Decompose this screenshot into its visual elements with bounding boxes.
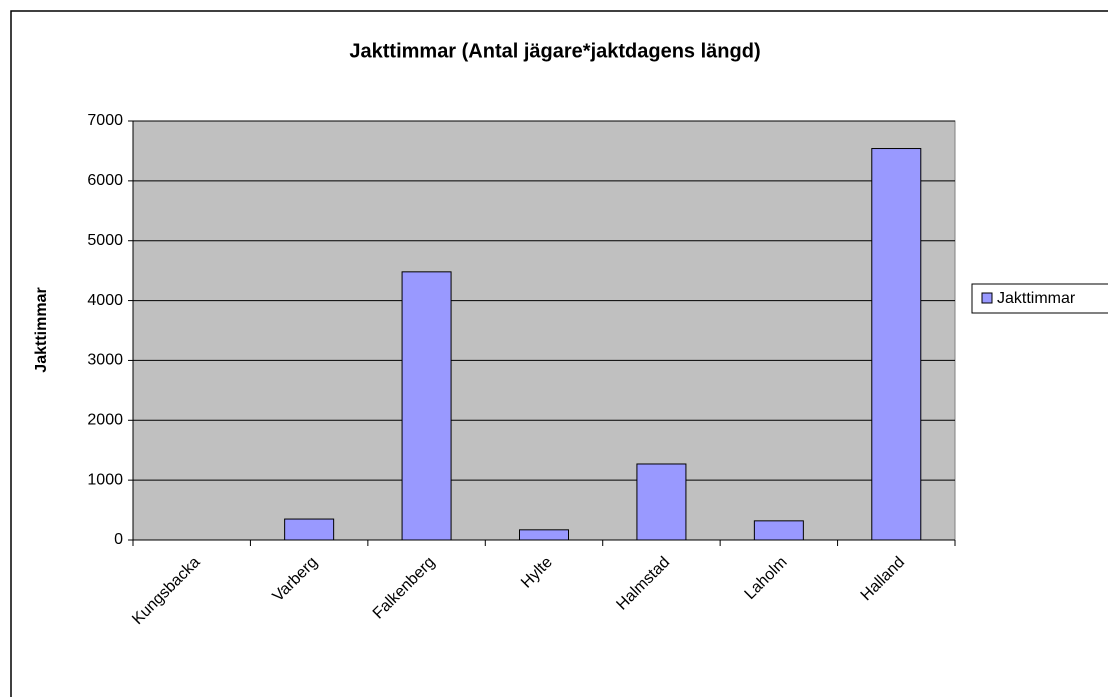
y-tick-label: 4000: [87, 292, 123, 309]
y-tick-label: 5000: [87, 232, 123, 249]
y-axis-label: Jakttimmar: [33, 287, 50, 372]
y-tick-label: 2000: [87, 412, 123, 429]
y-tick-label: 1000: [87, 471, 123, 488]
legend-label: Jakttimmar: [997, 290, 1076, 307]
y-tick-label: 6000: [87, 172, 123, 189]
bar: [284, 518, 335, 541]
plot-area: [132, 120, 956, 541]
chart-title: Jakttimmar (Antal jägare*jaktdagens läng…: [349, 40, 760, 62]
bar: [401, 271, 452, 541]
legend-swatch: [981, 292, 993, 304]
y-tick-label: 7000: [87, 112, 123, 129]
legend-box: [971, 283, 1108, 314]
bar: [519, 529, 569, 541]
bar: [753, 520, 804, 541]
y-tick-label: 0: [114, 531, 123, 548]
bar: [636, 463, 687, 541]
bar: [871, 148, 922, 541]
y-tick-label: 3000: [87, 352, 123, 369]
